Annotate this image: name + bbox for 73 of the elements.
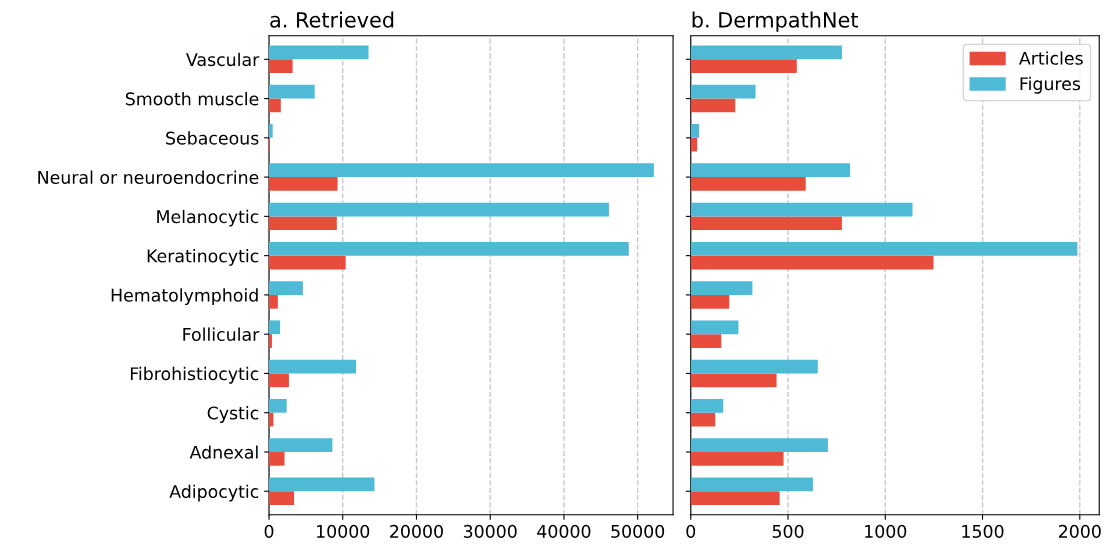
x-tick-label: 1500 xyxy=(962,524,1004,538)
x-tick-label: 40000 xyxy=(537,524,591,538)
bar xyxy=(269,359,357,374)
bar xyxy=(690,373,777,388)
x-tick-label: 10000 xyxy=(317,524,370,538)
bar xyxy=(269,45,369,60)
y-tick-label: Adipocytic xyxy=(169,484,259,502)
bar xyxy=(269,451,285,466)
y-tick-label: Hematolymphoid xyxy=(111,288,258,306)
bar xyxy=(690,45,842,60)
bar xyxy=(269,334,272,348)
bar xyxy=(690,412,716,427)
bar xyxy=(269,320,281,335)
bar xyxy=(269,255,346,270)
bar xyxy=(690,320,739,335)
x-tick-label: 1000 xyxy=(865,524,907,538)
bar xyxy=(269,373,289,388)
y-tick-label: Follicular xyxy=(183,327,260,342)
y-tick-label: Neural or neuroendocrine xyxy=(38,170,259,184)
x-tick-label: 500 xyxy=(772,524,804,538)
bar xyxy=(690,98,736,113)
y-tick-label: Melanocytic xyxy=(157,209,259,227)
bar xyxy=(269,202,609,217)
chart-title: a. Retrieved xyxy=(270,11,394,28)
x-tick-label: 0 xyxy=(686,524,696,538)
y-tick-label: Keratinocytic xyxy=(147,249,259,266)
bar xyxy=(690,124,700,138)
bar xyxy=(269,438,333,452)
bar xyxy=(690,359,818,374)
y-tick-label: Adnexal xyxy=(189,445,258,459)
bar xyxy=(269,294,278,309)
bar xyxy=(690,294,730,309)
bar xyxy=(690,177,806,191)
bar xyxy=(269,241,629,256)
legend-label: Figures xyxy=(1020,76,1081,94)
legend-label: Articles xyxy=(1019,51,1083,65)
bar xyxy=(690,255,934,270)
bar xyxy=(269,398,287,413)
bar xyxy=(269,477,375,492)
bar xyxy=(690,477,813,492)
x-tick-label: 20000 xyxy=(390,524,443,538)
x-tick-label: 2000 xyxy=(1058,524,1101,538)
x-tick-label: 50000 xyxy=(611,524,665,538)
bar xyxy=(690,59,797,74)
bar xyxy=(690,334,722,348)
x-tick-label: 0 xyxy=(264,524,274,538)
bar xyxy=(269,84,315,99)
bar xyxy=(690,241,1078,256)
bar xyxy=(690,202,913,217)
y-tick-label: Vascular xyxy=(186,52,260,67)
bar xyxy=(269,216,337,231)
y-tick-label: Cystic xyxy=(207,406,259,423)
bar xyxy=(690,137,698,152)
bar xyxy=(269,59,293,74)
bar xyxy=(269,281,303,295)
bar xyxy=(690,438,828,452)
bar xyxy=(690,163,851,178)
y-tick-label: Smooth muscle xyxy=(125,91,259,106)
bar xyxy=(690,491,780,505)
bar xyxy=(690,281,753,295)
bar xyxy=(690,398,724,413)
chart-title: b. DermpathNet xyxy=(692,11,859,32)
bar xyxy=(690,216,842,231)
y-tick-label: Sebaceous xyxy=(166,131,259,145)
bar xyxy=(690,451,784,466)
bar xyxy=(269,124,273,138)
bar xyxy=(269,177,338,191)
bar xyxy=(269,491,295,505)
bar xyxy=(269,98,281,113)
x-tick-label: 30000 xyxy=(463,524,517,538)
bar xyxy=(690,84,756,99)
bar xyxy=(269,163,654,178)
y-tick-label: Fibrohistiocytic xyxy=(130,366,259,384)
